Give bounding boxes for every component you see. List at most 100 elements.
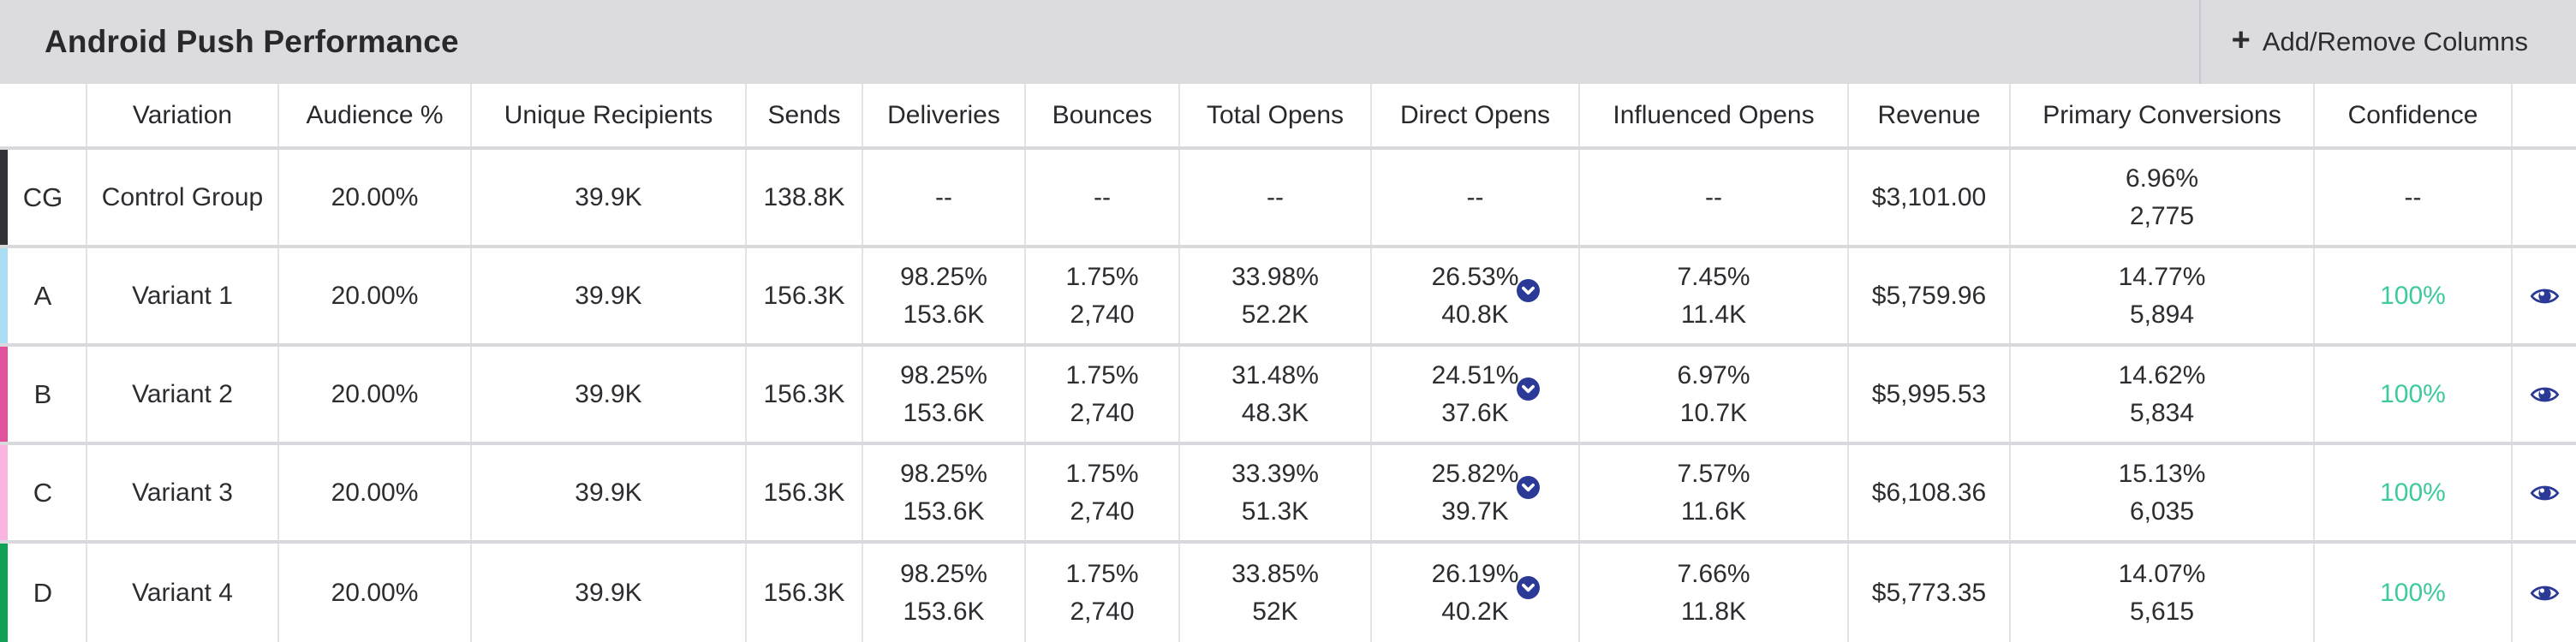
unique-recipients-cell: 39.9K	[472, 347, 747, 442]
influenced-opens-cell: 7.57% 11.6K	[1580, 445, 1849, 540]
bounces-count: 2,740	[1070, 300, 1135, 329]
deliveries-pct: 98.25%	[900, 262, 987, 291]
table-row-variant-2: B Variant 2 20.00% 39.9K 156.3K 98.25% 1…	[0, 347, 2576, 445]
unique-recipients-cell: 39.9K	[472, 248, 747, 343]
column-header-direct-opens: Direct Opens	[1372, 84, 1580, 146]
page-title: Android Push Performance	[45, 24, 459, 59]
unique-recipients-cell: 39.9K	[472, 544, 747, 642]
total-opens-cell: 31.48% 48.3K	[1180, 347, 1372, 442]
audience-pct-cell: 20.00%	[279, 150, 472, 245]
direct-opens-line: 25.82%	[1431, 455, 1541, 499]
influenced-opens-count: 11.6K	[1680, 496, 1747, 526]
direct-opens-cell: --	[1372, 150, 1580, 245]
conversion-pct: 14.62%	[2118, 360, 2206, 389]
variant-tag-cell: A	[0, 248, 87, 343]
influenced-opens-pct: 7.66%	[1677, 559, 1750, 588]
visibility-eye-icon[interactable]	[2529, 482, 2561, 504]
variant-tag: CG	[22, 181, 63, 212]
unique-recipients-cell: 39.9K	[472, 150, 747, 245]
direct-opens-cell: 25.82% 39.7K	[1372, 445, 1580, 540]
direct-opens-line: 26.53%	[1431, 259, 1541, 302]
influenced-opens-cell: 6.97% 10.7K	[1580, 347, 1849, 442]
deliveries-count: 153.6K	[903, 398, 985, 427]
table-row-control-group: CG Control Group 20.00% 39.9K 138.8K -- …	[0, 150, 2576, 248]
influenced-opens-count: 11.8K	[1680, 597, 1747, 626]
column-header-revenue: Revenue	[1849, 84, 2011, 146]
bounces-cell: 1.75% 2,740	[1026, 445, 1180, 540]
variant-color-stripe	[0, 544, 8, 642]
variant-tag-cell: CG	[0, 150, 87, 245]
influenced-opens-pct: 6.97%	[1677, 360, 1750, 389]
influenced-opens-pct: 7.45%	[1677, 262, 1750, 291]
total-opens-pct: 31.48%	[1231, 360, 1319, 389]
conversion-count: 6,035	[2129, 496, 2195, 526]
direct-opens-count: 39.7K	[1441, 496, 1509, 526]
column-header-tag	[0, 84, 87, 146]
deliveries-cell: 98.25% 153.6K	[863, 445, 1026, 540]
conversion-count: 5,615	[2129, 597, 2195, 626]
conversion-pct: 14.07%	[2118, 559, 2206, 588]
winner-chevron-badge-icon[interactable]	[1517, 377, 1541, 401]
winner-chevron-badge-icon[interactable]	[1517, 475, 1541, 499]
revenue-cell: $3,101.00	[1849, 150, 2011, 245]
total-opens-cell: --	[1180, 150, 1372, 245]
sends-cell: 156.3K	[747, 544, 863, 642]
table-header-row: Variation Audience % Unique Recipients S…	[0, 84, 2576, 150]
column-header-sends: Sends	[747, 84, 863, 146]
variant-color-stripe	[0, 150, 8, 245]
direct-opens-count: 37.6K	[1441, 398, 1509, 427]
direct-opens-line: 26.19%	[1432, 556, 1541, 599]
influenced-opens-cell: 7.66% 11.8K	[1580, 544, 1849, 642]
title-bar-actions: + Add/Remove Columns	[2198, 0, 2576, 84]
total-opens-cell: 33.98% 52.2K	[1180, 248, 1372, 343]
variation-cell: Variant 1	[87, 248, 279, 343]
actions-cell	[2513, 248, 2576, 343]
bounces-pct: 1.75%	[1065, 360, 1139, 389]
title-bar-divider	[2198, 0, 2201, 84]
winner-chevron-badge-icon[interactable]	[1517, 278, 1541, 302]
conversion-count: 5,894	[2129, 300, 2195, 329]
visibility-eye-icon[interactable]	[2529, 582, 2561, 604]
direct-opens-count: 40.8K	[1441, 300, 1509, 329]
variant-tag-cell: C	[0, 445, 87, 540]
bounces-count: 2,740	[1070, 496, 1135, 526]
total-opens-count: 51.3K	[1241, 496, 1309, 526]
sends-cell: 138.8K	[747, 150, 863, 245]
total-opens-pct: 33.39%	[1231, 459, 1319, 488]
deliveries-count: 153.6K	[903, 300, 985, 329]
variant-tag: C	[33, 477, 53, 508]
add-remove-columns-button[interactable]: + Add/Remove Columns	[2201, 0, 2576, 84]
title-bar: Android Push Performance + Add/Remove Co…	[0, 0, 2576, 84]
column-header-variation: Variation	[87, 84, 279, 146]
primary-conversions-cell: 14.07% 5,615	[2011, 544, 2315, 642]
add-remove-columns-label: Add/Remove Columns	[2262, 27, 2528, 56]
primary-conversions-cell: 14.62% 5,834	[2011, 347, 2315, 442]
direct-opens-pct: 25.82%	[1431, 459, 1519, 488]
winner-chevron-badge-icon[interactable]	[1517, 575, 1541, 599]
confidence-cell: 100%	[2315, 347, 2513, 442]
conversion-pct: 15.13%	[2118, 459, 2206, 488]
variant-tag-cell: B	[0, 347, 87, 442]
column-header-deliveries: Deliveries	[863, 84, 1026, 146]
table-row-variant-4: D Variant 4 20.00% 39.9K 156.3K 98.25% 1…	[0, 544, 2576, 642]
variant-tag: B	[33, 378, 52, 409]
influenced-opens-cell: 7.45% 11.4K	[1580, 248, 1849, 343]
column-header-total-opens: Total Opens	[1180, 84, 1372, 146]
influenced-opens-count: 11.4K	[1680, 300, 1747, 329]
visibility-eye-icon[interactable]	[2529, 285, 2561, 307]
bounces-cell: --	[1026, 150, 1180, 245]
visibility-eye-icon[interactable]	[2529, 383, 2561, 406]
bounces-count: 2,740	[1070, 597, 1135, 626]
deliveries-cell: 98.25% 153.6K	[863, 347, 1026, 442]
audience-pct-cell: 20.00%	[279, 347, 472, 442]
total-opens-cell: 33.85% 52K	[1180, 544, 1372, 642]
influenced-opens-cell: --	[1580, 150, 1849, 245]
variation-cell: Variant 4	[87, 544, 279, 642]
confidence-cell: 100%	[2315, 445, 2513, 540]
direct-opens-pct: 26.53%	[1431, 262, 1519, 291]
direct-opens-line: 24.51%	[1432, 357, 1541, 401]
bounces-pct: 1.75%	[1065, 459, 1139, 488]
deliveries-pct: 98.25%	[900, 360, 987, 389]
sends-cell: 156.3K	[747, 445, 863, 540]
